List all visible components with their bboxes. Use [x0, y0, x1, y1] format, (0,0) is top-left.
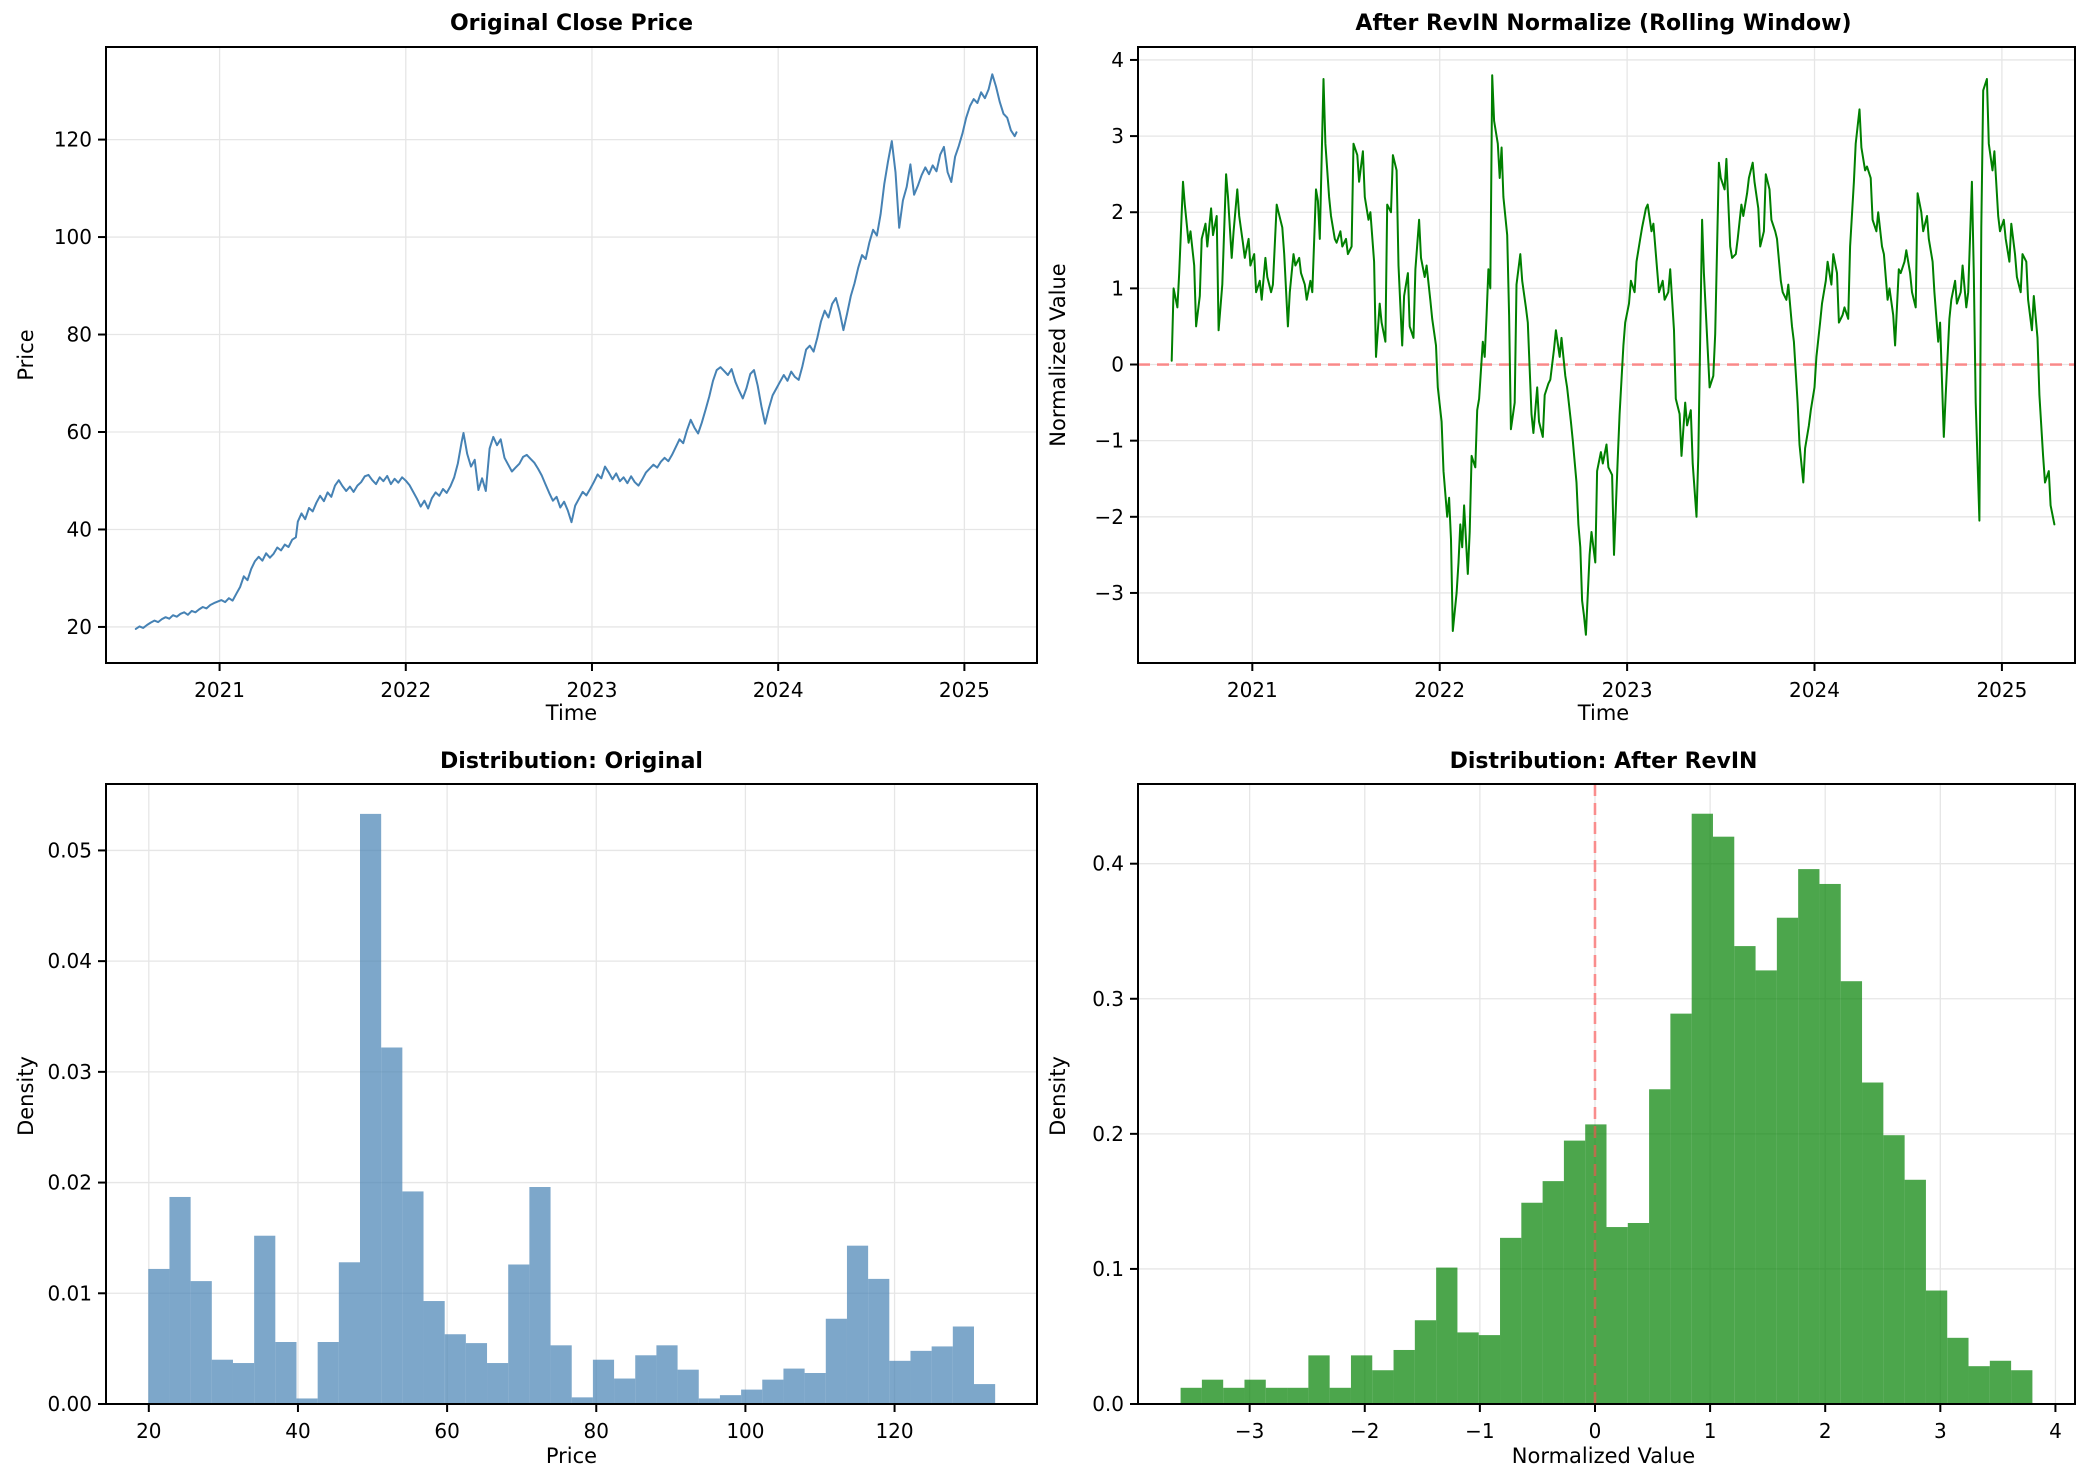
svg-text:0.02: 0.02 — [47, 1171, 92, 1195]
svg-text:2023: 2023 — [1602, 678, 1653, 702]
svg-text:60: 60 — [434, 1419, 459, 1443]
svg-text:0.03: 0.03 — [47, 1060, 92, 1084]
svg-text:20: 20 — [136, 1419, 161, 1443]
svg-text:0.05: 0.05 — [47, 838, 92, 862]
y-axis-label: Density — [14, 1056, 38, 1136]
svg-text:20: 20 — [67, 615, 92, 639]
svg-text:−3: −3 — [1095, 581, 1124, 605]
svg-text:0.3: 0.3 — [1092, 987, 1124, 1011]
svg-text:0.01: 0.01 — [47, 1281, 92, 1305]
svg-text:0: 0 — [1111, 353, 1124, 377]
original-close-price-chart: 2021 2022 2023 2024 2025 20 40 60 80 100 120 — [54, 46, 1038, 702]
svg-text:−1: −1 — [1095, 429, 1124, 453]
svg-text:2022: 2022 — [380, 678, 431, 702]
svg-text:120: 120 — [875, 1419, 913, 1443]
svg-text:2021: 2021 — [1227, 678, 1278, 702]
svg-text:3: 3 — [1111, 124, 1124, 148]
svg-text:80: 80 — [584, 1419, 609, 1443]
chart-title: Distribution: After RevIN — [1449, 749, 1758, 774]
svg-text:2025: 2025 — [1976, 678, 2027, 702]
y-axis-label: Price — [14, 329, 38, 381]
svg-text:2023: 2023 — [567, 678, 618, 702]
svg-text:1: 1 — [1111, 276, 1124, 300]
y-axis-label: Density — [1046, 1056, 1070, 1136]
svg-text:2024: 2024 — [753, 678, 804, 702]
svg-text:2021: 2021 — [194, 678, 245, 702]
svg-text:0.1: 0.1 — [1092, 1257, 1124, 1281]
svg-text:2: 2 — [1111, 200, 1124, 224]
svg-text:0.00: 0.00 — [47, 1392, 92, 1416]
svg-text:0.4: 0.4 — [1092, 852, 1124, 876]
svg-text:100: 100 — [54, 225, 92, 249]
svg-text:120: 120 — [54, 128, 92, 152]
svg-text:−2: −2 — [1095, 505, 1124, 529]
svg-text:2025: 2025 — [939, 678, 990, 702]
svg-text:0.04: 0.04 — [47, 949, 92, 973]
svg-text:1: 1 — [1704, 1419, 1717, 1443]
svg-text:−2: −2 — [1350, 1419, 1379, 1443]
revin-normalized-chart: 2021 2022 2023 2024 2025 −3 −2 −1 0 1 2 3 4 — [1095, 46, 2076, 702]
chart-title: Original Close Price — [449, 11, 694, 36]
distribution-revin-chart: −3 −2 −1 0 1 2 3 4 0.0 0.1 0.2 0.3 0.4 — [1092, 783, 2076, 1443]
svg-text:40: 40 — [285, 1419, 310, 1443]
x-axis-label: Normalized Value — [1511, 1444, 1696, 1468]
chart-title: After RevIN Normalize (Rolling Window) — [1355, 11, 1852, 36]
svg-text:0.0: 0.0 — [1092, 1392, 1124, 1416]
svg-text:−1: −1 — [1465, 1419, 1494, 1443]
distribution-original-chart: 20 40 60 80 100 120 0.00 0.01 0.02 0.03 0.04 0.05 — [47, 783, 1038, 1443]
svg-text:2024: 2024 — [1789, 678, 1840, 702]
svg-text:3: 3 — [1934, 1419, 1947, 1443]
svg-text:4: 4 — [1111, 48, 1124, 72]
svg-text:100: 100 — [726, 1419, 764, 1443]
svg-text:−3: −3 — [1235, 1419, 1264, 1443]
svg-text:2: 2 — [1819, 1419, 1832, 1443]
svg-text:0: 0 — [1589, 1419, 1602, 1443]
svg-text:4: 4 — [2049, 1419, 2062, 1443]
x-axis-label: Price — [545, 1444, 598, 1468]
x-axis-label: Time — [1577, 701, 1630, 725]
svg-text:80: 80 — [67, 323, 92, 347]
x-axis-label: Time — [545, 701, 598, 725]
svg-text:2022: 2022 — [1414, 678, 1465, 702]
svg-text:0.2: 0.2 — [1092, 1122, 1124, 1146]
svg-text:60: 60 — [67, 420, 92, 444]
y-axis-label: Normalized Value — [1046, 263, 1070, 447]
chart-title: Distribution: Original — [440, 749, 703, 774]
svg-text:40: 40 — [67, 517, 92, 541]
